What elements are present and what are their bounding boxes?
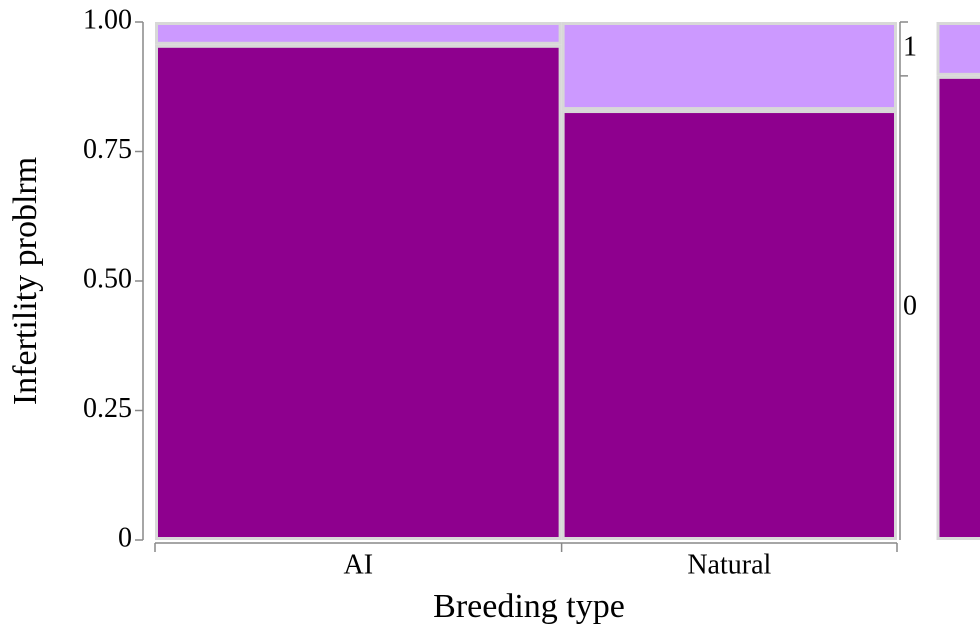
level-label: 0: [903, 290, 917, 321]
y-tick-label: 0.50: [83, 263, 132, 294]
y-axis-label: Infertility problrm: [7, 157, 44, 405]
y-tick-label: 0.75: [83, 134, 132, 165]
level-label: 1: [903, 31, 917, 62]
mosaic-cell: [155, 22, 562, 45]
y-tick-label: 0: [118, 522, 132, 553]
mosaic-cell: [561, 110, 898, 540]
y-tick-label: 0.25: [83, 393, 132, 424]
overall-cell: [936, 22, 980, 76]
overall-cell: [936, 75, 980, 540]
mosaic-cell: [561, 22, 898, 111]
x-tick-label: Natural: [687, 549, 771, 580]
x-tick-label: AI: [344, 549, 374, 580]
y-tick-label: 1.00: [83, 4, 132, 35]
x-axis-label: Breeding type: [433, 588, 625, 625]
mosaic-cell: [155, 44, 562, 541]
